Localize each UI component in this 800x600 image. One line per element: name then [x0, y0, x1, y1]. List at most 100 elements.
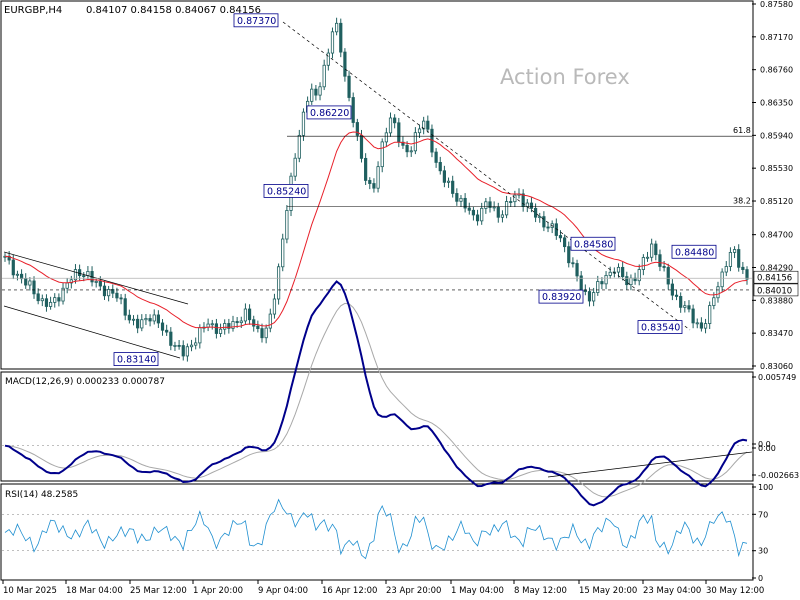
candle-body — [152, 314, 156, 322]
candle-body — [355, 122, 359, 136]
candle-body — [61, 287, 65, 302]
candle-body — [492, 206, 496, 209]
time-tick-label: 25 Mar 12:00 — [130, 586, 187, 596]
price-label-box — [233, 13, 279, 28]
price-label-box — [637, 320, 683, 334]
candle-body — [243, 308, 248, 322]
candle-body — [741, 266, 745, 271]
time-tick-label: 15 May 20:00 — [579, 586, 637, 596]
current-price-box — [753, 270, 799, 284]
price-label: 0.87370 — [237, 16, 276, 27]
annotations: 61.8 38.2 0.87370 0.86220 0.85240 0.84580 0.84… — [2, 13, 752, 366]
candle-body — [645, 256, 650, 259]
candle-body — [260, 328, 264, 339]
price-tick-label: 0.83880 — [760, 296, 793, 305]
candle-body — [301, 111, 306, 136]
candle-body — [272, 298, 277, 315]
price-label: 0.84580 — [574, 239, 613, 250]
candle-body — [227, 323, 231, 329]
candle-body — [703, 323, 708, 329]
candle-body — [94, 281, 98, 283]
price-label-box — [306, 105, 352, 120]
candle-body — [712, 297, 716, 306]
candle-body — [314, 88, 318, 96]
candle-body — [442, 170, 446, 183]
candle-body — [674, 294, 679, 297]
candle-body — [53, 297, 57, 303]
candle-body — [384, 132, 388, 143]
support-price-value: 0.84010 — [757, 286, 792, 296]
candle-body — [189, 344, 194, 348]
candle-body — [359, 134, 364, 159]
candle-body — [276, 266, 281, 300]
price-label: 0.84480 — [675, 247, 714, 258]
candle-body — [575, 263, 579, 277]
candle-body — [509, 201, 513, 203]
candle-body — [687, 305, 691, 310]
time-tick-label: 18 Mar 04:00 — [66, 586, 123, 596]
price-label: 0.86220 — [310, 108, 349, 119]
macd-tick-label: 0.005749 — [758, 373, 796, 382]
candle-body — [504, 201, 509, 216]
price-label: 0.83540 — [641, 323, 680, 334]
candle-body — [131, 318, 136, 321]
candle-body — [372, 183, 376, 189]
candle-body — [364, 157, 368, 181]
channel-lower-line — [3, 305, 181, 359]
candle-body — [235, 321, 239, 324]
candle-body — [214, 323, 219, 334]
candle-body — [368, 180, 372, 184]
candle-body — [107, 289, 111, 297]
candle-body — [115, 292, 119, 299]
candle-body — [281, 238, 285, 268]
macd-series: 0.005749 0.00.00 -0.002663 — [2, 280, 799, 507]
candle-body — [621, 266, 625, 278]
candle-body — [252, 319, 256, 327]
candle-body — [629, 277, 633, 286]
candle-body — [720, 271, 724, 288]
candle-body — [471, 209, 476, 216]
candle-body — [422, 120, 426, 130]
price-label-box — [113, 352, 159, 366]
candle-body — [708, 305, 712, 324]
macd-tick-label: 0.00 — [758, 444, 776, 453]
price-tick-label: 0.85120 — [760, 197, 793, 206]
candle-body — [335, 22, 339, 33]
candle-body — [44, 298, 49, 307]
candle-body — [691, 308, 695, 324]
candle-body — [683, 305, 687, 308]
candle-body — [716, 286, 720, 299]
candle-body — [737, 249, 741, 268]
candle-body — [699, 322, 704, 329]
candle-body — [330, 31, 335, 54]
fib-label: 61.8 — [733, 126, 751, 135]
time-tick-label: 1 May 04:00 — [451, 586, 504, 596]
rsi-panel — [0, 483, 754, 581]
candle-body — [592, 292, 596, 302]
price-tick-label: 0.83470 — [760, 329, 793, 338]
candle-body — [285, 210, 289, 240]
candle-body — [451, 180, 455, 194]
candle-body — [40, 298, 44, 302]
candle-body — [480, 207, 484, 222]
candle-body — [32, 280, 36, 295]
candle-body — [210, 323, 214, 326]
candle-body — [206, 323, 210, 328]
candle-body — [467, 207, 471, 211]
candle-body — [140, 319, 144, 329]
candle-body — [393, 117, 397, 124]
candle-body — [654, 243, 658, 256]
candle-body — [318, 86, 322, 96]
candle-body — [670, 283, 674, 296]
price-tick-label: 0.87170 — [760, 33, 793, 42]
candle-body — [231, 321, 235, 329]
candle-body — [405, 144, 409, 153]
candle-body — [529, 202, 534, 209]
candle-body — [446, 180, 451, 183]
time-tick-label: 8 May 12:00 — [514, 586, 567, 596]
candle-body — [144, 318, 148, 321]
rsi-tick-label: 70 — [758, 510, 768, 519]
candle-body — [596, 281, 600, 293]
candle-body — [488, 201, 492, 208]
candle-body — [426, 120, 430, 130]
